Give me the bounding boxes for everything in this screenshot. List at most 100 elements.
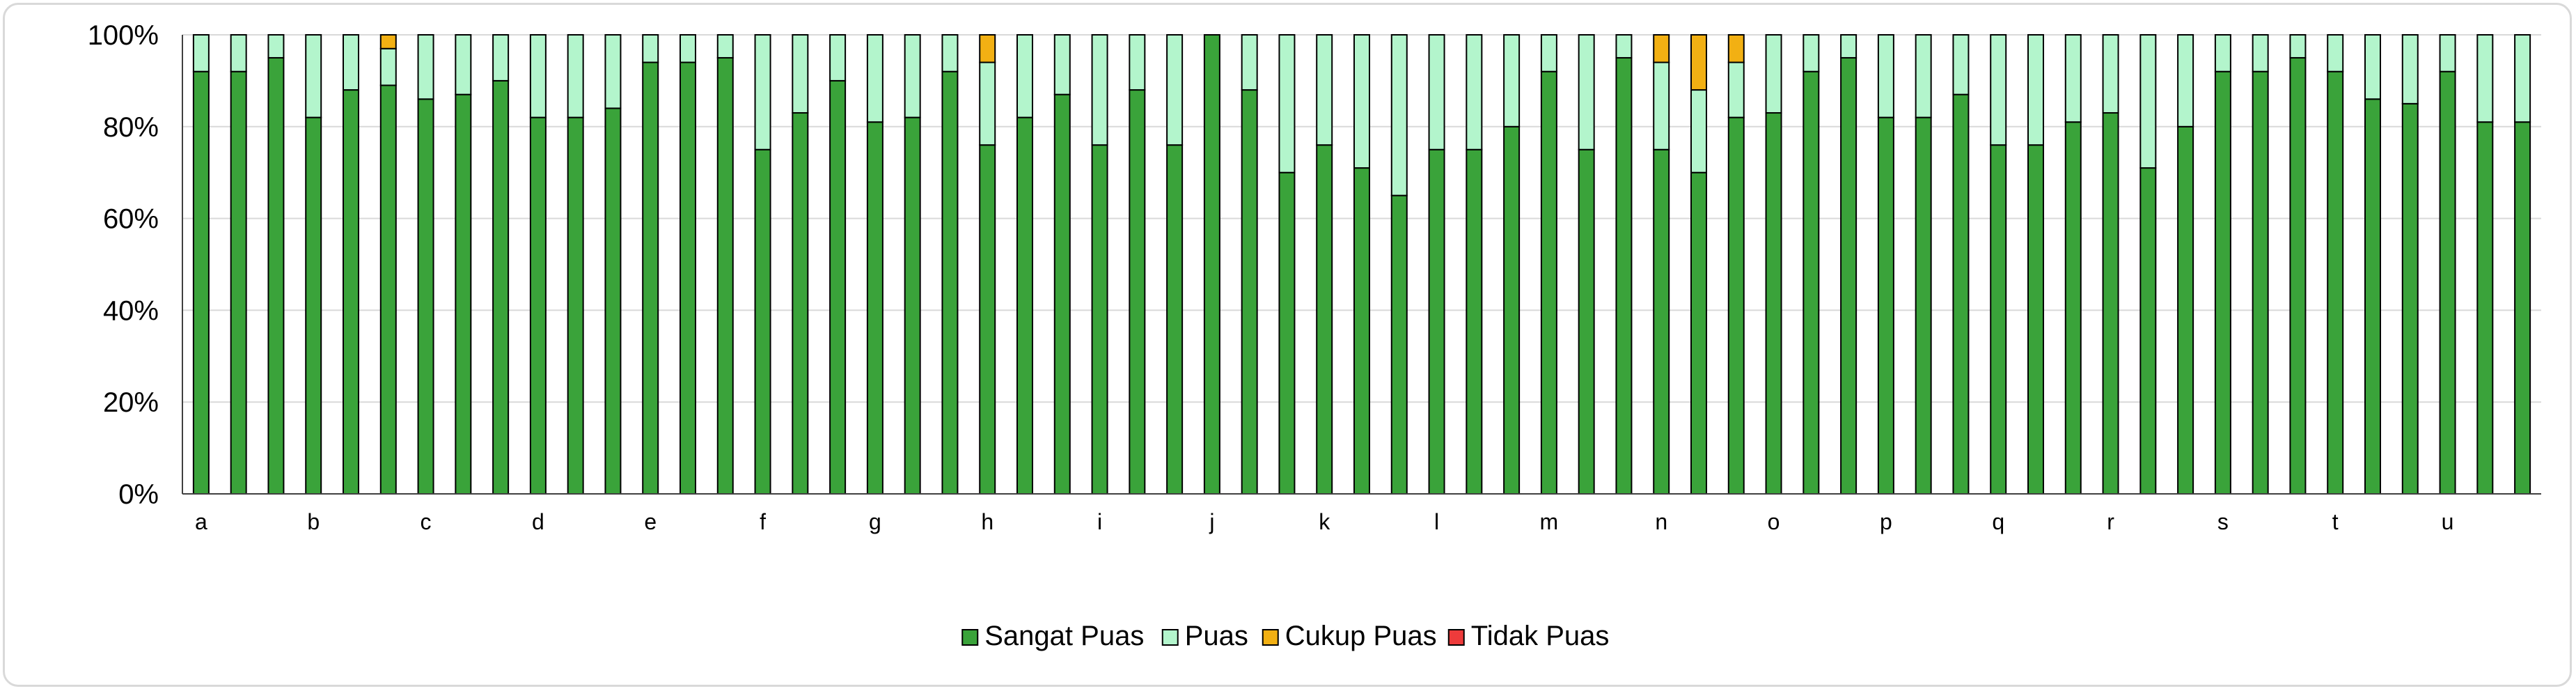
y-tick-label: 100% xyxy=(88,20,159,51)
x-category-label: j xyxy=(1209,509,1214,534)
bar-segment-puas xyxy=(941,34,959,72)
axes xyxy=(182,35,2541,495)
x-category-label: h xyxy=(981,509,994,534)
bar-segment-sangat-puas xyxy=(1353,167,1370,495)
bar-segment-puas xyxy=(1915,34,1932,118)
bar-segment-puas xyxy=(1428,34,1445,150)
bar-segment-sangat-puas xyxy=(2514,121,2531,495)
bar-segment-puas xyxy=(343,34,359,91)
bar-segment-puas xyxy=(1241,34,1258,91)
bar-segment-sangat-puas xyxy=(1428,148,1445,495)
bar-segment-sangat-puas xyxy=(680,61,696,495)
bar-segment-sangat-puas xyxy=(305,116,322,495)
bar-segment-sangat-puas xyxy=(1765,112,1782,495)
bar-segment-sangat-puas xyxy=(2102,112,2119,495)
bar-segment-sangat-puas xyxy=(1316,144,1333,495)
legend-swatch xyxy=(1161,629,1179,646)
bar-segment-sangat-puas xyxy=(1503,125,1521,495)
bar-segment-sangat-puas xyxy=(1091,144,1108,495)
bar-segment-puas xyxy=(754,34,771,150)
y-tick-label: 40% xyxy=(103,295,159,326)
bar-segment-puas xyxy=(1727,61,1745,118)
bar-segment-puas xyxy=(1278,34,1296,173)
x-category-label: p xyxy=(1880,509,1892,534)
bar-segment-puas xyxy=(1016,34,1033,118)
x-category-label: l xyxy=(1434,509,1439,534)
bar-segment-sangat-puas xyxy=(2327,70,2344,495)
bar-segment-puas xyxy=(1615,34,1633,59)
legend-label: Sangat Puas xyxy=(984,621,1144,651)
bar-segment-puas xyxy=(2027,34,2044,146)
bar-segment-puas xyxy=(1540,34,1557,72)
bar-segment-puas xyxy=(1129,34,1146,91)
bar-segment-puas xyxy=(1053,34,1071,95)
bar-segment-puas xyxy=(2252,34,2269,72)
bar-segment-puas xyxy=(604,34,622,109)
bar-segment-puas xyxy=(1503,34,1521,127)
bar-segment-sangat-puas xyxy=(1578,148,1595,495)
bar-segment-sangat-puas xyxy=(1278,171,1296,495)
bar-segment-sangat-puas xyxy=(1540,70,1557,495)
bar-segment-puas xyxy=(230,34,247,72)
x-category-label: g xyxy=(869,509,881,534)
bar-segment-puas xyxy=(1353,34,1370,169)
bar-segment-sangat-puas xyxy=(2364,98,2381,495)
bar-segment-sangat-puas xyxy=(1990,144,2007,495)
bar-segment-cukup-puas xyxy=(379,34,397,49)
x-category-label: t xyxy=(2332,509,2339,534)
bar-segment-sangat-puas xyxy=(716,56,734,495)
bar-segment-puas xyxy=(1166,34,1184,146)
bar-segment-puas xyxy=(1877,34,1894,118)
bar-segment-puas xyxy=(1765,34,1782,114)
bar-segment-sangat-puas xyxy=(230,70,247,495)
legend-swatch xyxy=(1262,629,1279,646)
y-tick-label: 20% xyxy=(103,387,159,418)
bar-segment-puas xyxy=(1952,34,1970,95)
bar-segment-puas xyxy=(642,34,659,63)
bar-segment-sangat-puas xyxy=(1053,93,1071,495)
y-tick-label: 80% xyxy=(103,112,159,143)
bar-segment-puas xyxy=(2177,34,2194,127)
legend-swatch xyxy=(1447,629,1465,646)
bar-segment-sangat-puas xyxy=(2214,70,2231,495)
bar-segment-sangat-puas xyxy=(2439,70,2456,495)
bar-segment-puas xyxy=(492,34,510,81)
x-category-label: i xyxy=(1097,509,1102,534)
x-category-label: q xyxy=(1992,509,2004,534)
bar-segment-puas xyxy=(2214,34,2231,72)
bar-segment-sangat-puas xyxy=(2139,167,2157,495)
bar-segment-sangat-puas xyxy=(979,144,996,495)
bars xyxy=(192,34,2531,495)
bar-segment-sangat-puas xyxy=(192,70,210,495)
bar-segment-cukup-puas xyxy=(1653,34,1670,63)
bar-segment-puas xyxy=(267,34,285,59)
bar-segment-puas xyxy=(1316,34,1333,146)
bar-segment-puas xyxy=(1390,34,1408,196)
bar-segment-puas xyxy=(1690,89,1707,173)
bar-segment-sangat-puas xyxy=(829,79,847,495)
bar-segment-puas xyxy=(2476,34,2494,123)
bar-segment-sangat-puas xyxy=(492,79,510,495)
bar-segment-sangat-puas xyxy=(1203,34,1220,495)
bar-segment-puas xyxy=(455,34,472,95)
bar-segment-puas xyxy=(2514,34,2531,123)
bar-segment-sangat-puas xyxy=(754,148,771,495)
bar-segment-puas xyxy=(379,47,397,86)
bar-segment-sangat-puas xyxy=(1016,116,1033,495)
bar-segment-sangat-puas xyxy=(2177,125,2194,495)
x-category-labels: a b c d e f g h i j k l m n o p q r s t u xyxy=(195,509,2453,534)
bar-segment-puas xyxy=(2064,34,2082,123)
bar-segment-sangat-puas xyxy=(904,116,921,495)
bar-segment-sangat-puas xyxy=(1466,148,1483,495)
legend: Sangat Puas Puas Cukup Puas Tidak Puas xyxy=(961,621,1609,651)
bar-segment-sangat-puas xyxy=(1653,148,1670,495)
bar-segment-puas xyxy=(2364,34,2381,100)
bar-segment-puas xyxy=(1840,34,1858,59)
bar-segment-puas xyxy=(2289,34,2307,59)
bar-segment-sangat-puas xyxy=(1390,194,1408,495)
bar-segment-puas xyxy=(1466,34,1483,150)
bar-segment-cukup-puas xyxy=(1727,34,1745,63)
bar-segment-puas xyxy=(1803,34,1820,72)
x-category-label: r xyxy=(2107,509,2114,534)
